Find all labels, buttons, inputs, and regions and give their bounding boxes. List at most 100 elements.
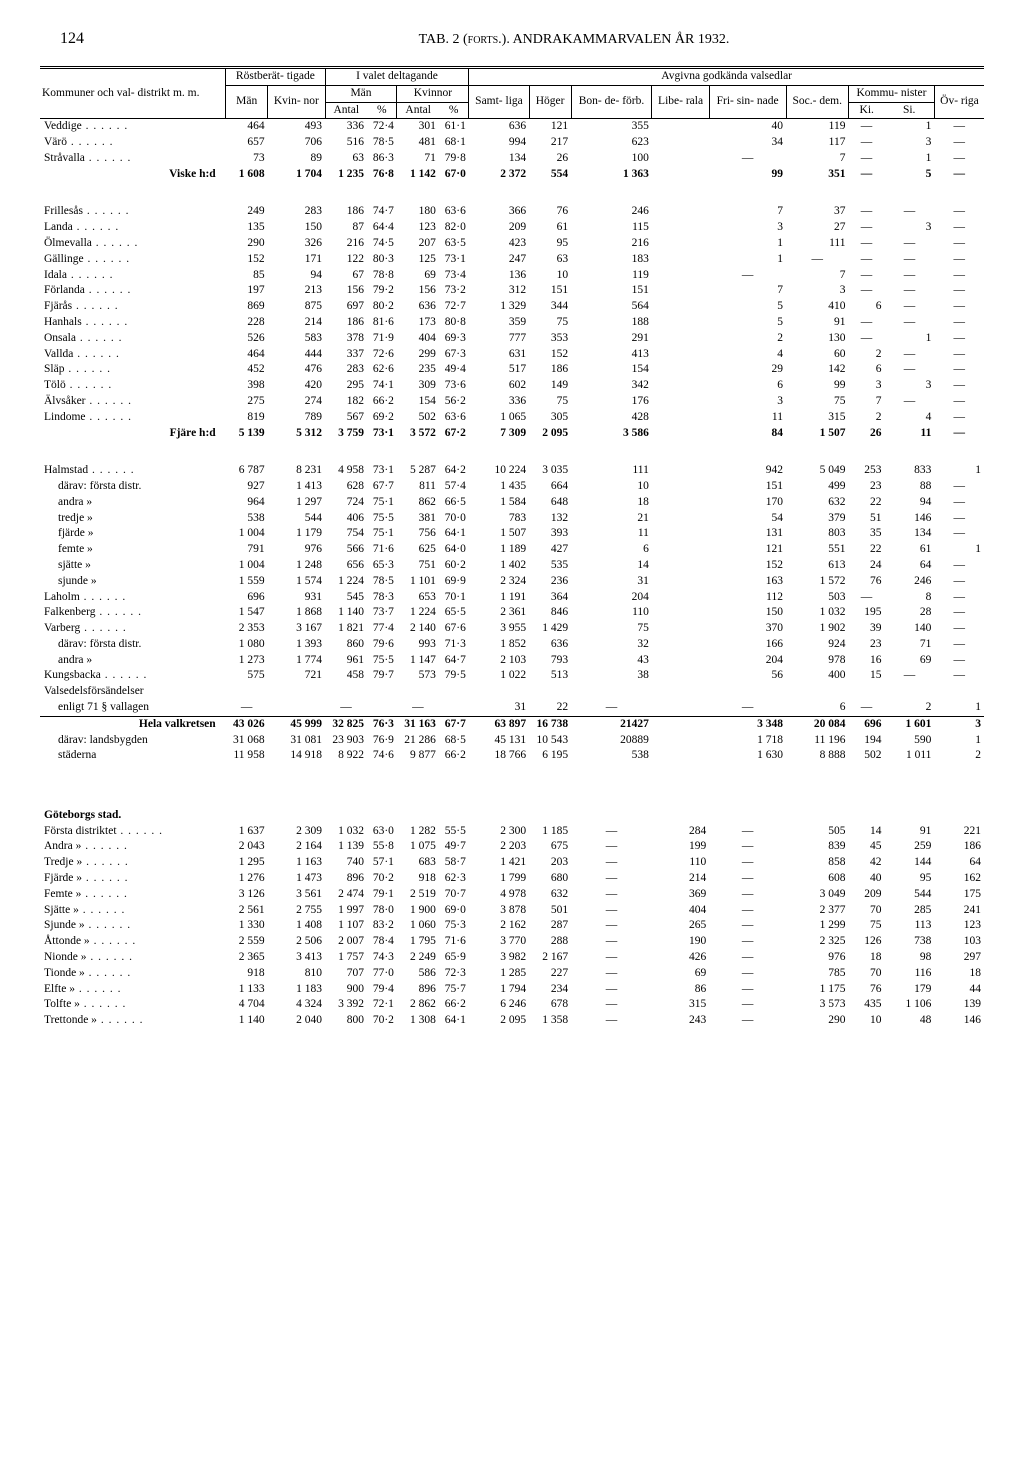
- cell: [652, 700, 709, 716]
- cell: 406: [325, 511, 367, 527]
- cell: 83·2: [367, 918, 397, 934]
- cell: 283: [325, 362, 367, 378]
- cell: 1 574: [268, 574, 325, 590]
- cell: 151: [571, 283, 652, 299]
- cell: —: [934, 135, 984, 151]
- cell: 186: [934, 839, 984, 855]
- cell: 67: [325, 268, 367, 284]
- cell: 312: [469, 283, 529, 299]
- cell: 858: [786, 855, 849, 871]
- row-label: Vallda: [40, 347, 226, 363]
- cell: 839: [786, 839, 849, 855]
- cell: 1 133: [226, 982, 268, 998]
- cell: 2 377: [786, 903, 849, 919]
- cell: 79·7: [367, 668, 397, 684]
- cell: 71: [397, 151, 439, 167]
- cell: 3: [884, 135, 934, 151]
- cell: 246: [884, 574, 934, 590]
- cell: [571, 808, 652, 824]
- cell: 2 353: [226, 621, 268, 637]
- cell: 400: [786, 668, 849, 684]
- row-label: Fjärde »: [40, 871, 226, 887]
- cell: 452: [226, 362, 268, 378]
- cell: 74·6: [367, 748, 397, 764]
- cell: 2 862: [397, 997, 439, 1013]
- cell: 74·1: [367, 378, 397, 394]
- cell: 18: [849, 950, 885, 966]
- cell: 197: [226, 283, 268, 299]
- cell: 721: [268, 668, 325, 684]
- cell: 1: [709, 236, 786, 252]
- cell: 1: [884, 119, 934, 135]
- row-label: tredje »: [40, 511, 226, 527]
- cell: 1 299: [786, 918, 849, 934]
- cell: 79·2: [367, 283, 397, 299]
- cell: 216: [325, 236, 367, 252]
- cell: 398: [226, 378, 268, 394]
- cell: —: [571, 1013, 652, 1029]
- cell: 70·2: [367, 871, 397, 887]
- cell: 73·1: [367, 463, 397, 479]
- cell: 199: [652, 839, 709, 855]
- cell: 186: [325, 204, 367, 220]
- cell: 648: [529, 495, 571, 511]
- cell: 696: [849, 716, 885, 732]
- cell: 113: [884, 918, 934, 934]
- cell: 3 413: [268, 950, 325, 966]
- cell: —: [571, 839, 652, 855]
- cell: 3 759: [325, 426, 367, 442]
- cell: 1: [884, 151, 934, 167]
- cell: 79·4: [367, 982, 397, 998]
- cell: [652, 668, 709, 684]
- cell: 146: [934, 1013, 984, 1029]
- table-row: fjärde »1 0041 17975475·175664·11 507393…: [40, 526, 984, 542]
- cell: 67·3: [439, 347, 469, 363]
- cell: 305: [529, 410, 571, 426]
- cell: 393: [529, 526, 571, 542]
- cell: 503: [786, 590, 849, 606]
- table-row: Tredje »1 2951 16374057·168358·71 421203…: [40, 855, 984, 871]
- cell: 1 142: [397, 167, 439, 183]
- cell: 74·3: [367, 950, 397, 966]
- cell: [571, 684, 652, 700]
- cell: 94: [884, 495, 934, 511]
- cell: —: [934, 204, 984, 220]
- cell: 499: [786, 479, 849, 495]
- cell: 420: [268, 378, 325, 394]
- table-row: andra »9641 29772475·186266·51 584648181…: [40, 495, 984, 511]
- cell: 344: [529, 299, 571, 315]
- cell: —: [709, 918, 786, 934]
- cell: 31: [469, 700, 529, 716]
- table-row: Frillesås24928318674·718063·636676246737…: [40, 204, 984, 220]
- cell: —: [934, 495, 984, 511]
- cell: 2: [849, 410, 885, 426]
- cell: 5: [884, 167, 934, 183]
- cell: 3: [786, 283, 849, 299]
- cell: 1 794: [469, 982, 529, 998]
- row-label: Lindome: [40, 410, 226, 426]
- cell: 149: [529, 378, 571, 394]
- cell: 7: [709, 283, 786, 299]
- table-row: Laholm69693154578·365370·11 191364204112…: [40, 590, 984, 606]
- cell: —: [571, 824, 652, 840]
- cell: —: [849, 204, 885, 220]
- h-antal2: Antal: [397, 102, 439, 119]
- cell: 48: [884, 1013, 934, 1029]
- cell: 65·5: [439, 605, 469, 621]
- cell: 64: [934, 855, 984, 871]
- cell: —: [571, 903, 652, 919]
- cell: 428: [571, 410, 652, 426]
- cell: —: [884, 268, 934, 284]
- cell: 2 559: [226, 934, 268, 950]
- cell: —: [849, 236, 885, 252]
- cell: [652, 495, 709, 511]
- cell: 301: [397, 119, 439, 135]
- cell: 75·7: [439, 982, 469, 998]
- cell: 754: [325, 526, 367, 542]
- cell: 78·3: [367, 590, 397, 606]
- row-label: Laholm: [40, 590, 226, 606]
- cell: 116: [884, 966, 934, 982]
- cell: 72·1: [367, 997, 397, 1013]
- table-row: Andra »2 0432 1641 13955·81 07549·72 203…: [40, 839, 984, 855]
- cell: [652, 748, 709, 764]
